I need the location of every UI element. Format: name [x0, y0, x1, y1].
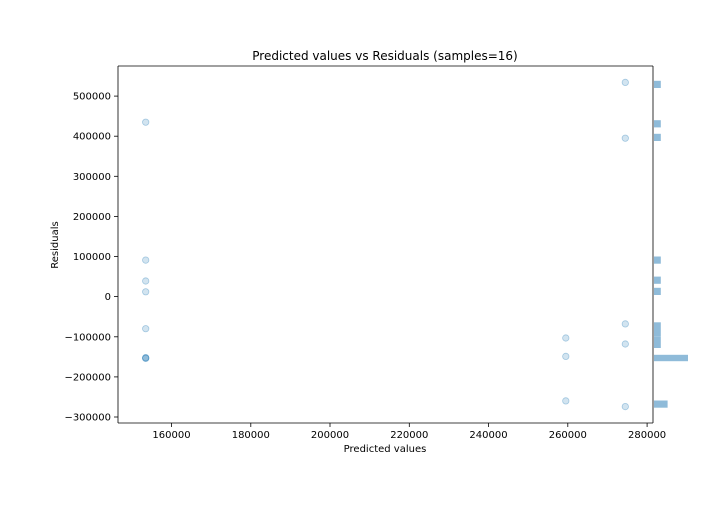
histogram-bar	[654, 400, 668, 408]
scatter-point	[562, 352, 570, 360]
y-tick-label: 0	[105, 292, 111, 303]
scatter-point	[562, 397, 570, 405]
y-tick-label: 400000	[73, 132, 111, 143]
scatter-point	[621, 402, 629, 411]
histogram-bar	[654, 354, 688, 362]
histogram-bar	[654, 336, 661, 344]
scatter-point	[621, 134, 629, 142]
y-tick-label: 100000	[73, 252, 111, 263]
x-tick-label: 240000	[469, 430, 507, 441]
x-axis-label: Predicted values	[344, 444, 427, 455]
scatter-point	[142, 277, 150, 285]
histogram-bar	[654, 329, 661, 337]
scatter-point	[142, 353, 150, 362]
scatter-point	[621, 340, 629, 348]
scatter-point	[621, 320, 629, 328]
x-tick-label: 220000	[390, 430, 428, 441]
y-tick-label: −300000	[64, 413, 111, 424]
scatter-point	[142, 354, 150, 362]
scatter-point	[142, 118, 150, 126]
x-tick-label: 200000	[311, 430, 349, 441]
chart-title: Predicted values vs Residuals (samples=1…	[252, 49, 517, 63]
histogram-bar	[654, 80, 661, 88]
scatter-point	[562, 334, 570, 342]
x-tick-label: 160000	[152, 430, 190, 441]
x-tick-label: 280000	[628, 430, 666, 441]
y-tick-label: −100000	[64, 332, 111, 343]
y-axis-label: Residuals	[50, 221, 61, 268]
histogram-bar	[654, 276, 661, 284]
y-tick-label: 500000	[73, 92, 111, 103]
x-tick-label: 260000	[549, 430, 587, 441]
scatter-point	[142, 325, 150, 333]
y-tick-label: 200000	[73, 212, 111, 223]
histogram-bar	[654, 344, 661, 348]
scatter-point	[142, 288, 150, 296]
y-tick-label: −200000	[64, 372, 111, 383]
scatter-point	[621, 78, 629, 87]
scatter-point	[142, 256, 150, 264]
plot-area: 160000 180000 200000 220000 240000 260000 2800…	[64, 65, 688, 441]
histogram-bar	[654, 256, 661, 264]
histogram-bar	[654, 322, 661, 330]
y-tick-label: 300000	[73, 172, 111, 183]
histogram-bar	[654, 120, 661, 128]
scatter-point	[142, 354, 150, 362]
histogram-bar	[654, 287, 661, 295]
histogram-bar	[654, 133, 661, 141]
x-tick-label: 180000	[232, 430, 270, 441]
